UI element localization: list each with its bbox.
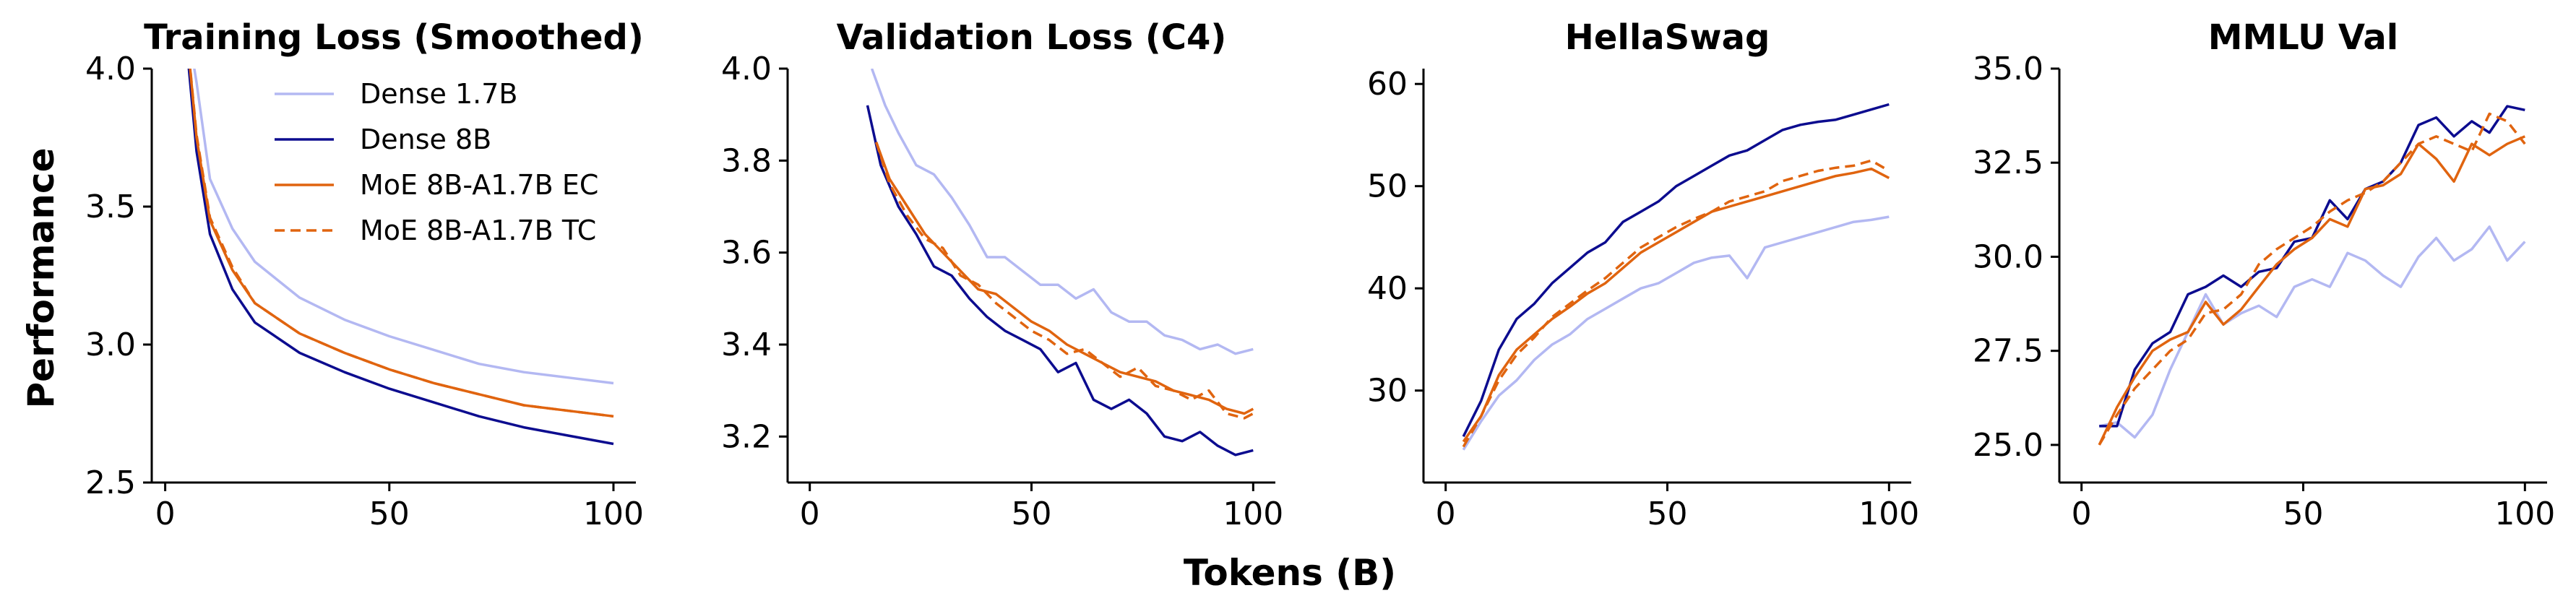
y-tick-label: 30.0 [1973, 238, 2043, 275]
series-line-dense-8b [866, 105, 1254, 457]
panel-title: MMLU Val [2208, 17, 2398, 58]
series-line-dense-1-7b [2098, 225, 2526, 439]
x-tick-label: 100 [583, 496, 644, 532]
panel-title: HellaSwag [1565, 17, 1770, 58]
x-tick-label: 50 [369, 496, 410, 532]
x-axis-label: Tokens (B) [1184, 552, 1396, 594]
series-line-moe-8b-a1-7b-tc [1462, 159, 1890, 448]
y-tick-label: 2.5 [85, 464, 136, 501]
y-tick-label: 50 [1367, 168, 1408, 205]
legend: Dense 1.7B Dense 8B MoE 8B-A1.7B EC MoE 8B-… [275, 78, 598, 246]
x-tick-label: 50 [1012, 496, 1052, 532]
y-tick-label: 4.0 [721, 51, 772, 87]
y-tick-label: 27.5 [1973, 333, 2043, 370]
legend-label: MoE 8B-A1.7B TC [360, 215, 596, 246]
y-tick-label: 35.0 [1973, 51, 2043, 87]
panel-title: Validation Loss (C4) [837, 17, 1227, 58]
series-line-moe-8b-a1-7b-ec [875, 142, 1254, 415]
panel-title: Training Loss (Smoothed) [144, 17, 644, 58]
y-tick-label: 4.0 [85, 51, 136, 87]
panel-1: Training Loss (Smoothed) 0 50 100 2.5 3.0 3.5 4… [85, 17, 644, 532]
series-line-moe-8b-a1-7b-ec [1462, 167, 1890, 443]
x-tick-label: 50 [2283, 496, 2324, 532]
series-line-moe-8b-a1-7b-ec [2098, 135, 2525, 446]
series-line-dense-1-7b [193, 69, 614, 385]
y-tick-label: 3.2 [721, 418, 772, 455]
series-line-dense-8b [2099, 105, 2525, 428]
x-tick-label: 100 [1858, 496, 1919, 532]
panel-3: HellaSwag 0 50 100 30 40 50 60 [1367, 17, 1919, 532]
y-tick-label: 60 [1367, 66, 1408, 103]
series-line-dense-1-7b [870, 69, 1254, 355]
series-line-dense-8b [1462, 103, 1890, 438]
panel-2: Validation Loss (C4) 0 50 100 3.2 3.4 3.6 3.8 4.… [721, 17, 1283, 532]
series-line-dense-8b [187, 69, 614, 446]
legend-label: Dense 1.7B [360, 78, 517, 110]
panels: Training Loss (Smoothed) 0 50 100 2.5 3.0 3.5 4… [85, 17, 2555, 532]
y-axis-label: Performance [20, 148, 62, 409]
x-tick-label: 0 [2072, 496, 2092, 532]
x-tick-label: 0 [1436, 496, 1456, 532]
x-tick-label: 50 [1647, 496, 1688, 532]
series-line-dense-1-7b [1462, 215, 1890, 451]
series-line-moe-8b-a1-7b-tc [189, 69, 614, 418]
y-tick-label: 3.6 [721, 235, 772, 272]
x-tick-label: 100 [2494, 496, 2555, 532]
y-tick-label: 25.0 [1973, 427, 2043, 464]
x-tick-label: 0 [155, 496, 176, 532]
series-line-moe-8b-a1-7b-tc [875, 142, 1254, 420]
legend-label: Dense 8B [360, 124, 491, 155]
x-tick-label: 0 [800, 496, 820, 532]
y-tick-label: 30 [1367, 373, 1408, 410]
series-line-moe-8b-a1-7b-tc [2098, 112, 2526, 446]
y-tick-label: 3.4 [721, 327, 772, 363]
y-tick-label: 3.0 [85, 327, 136, 363]
y-tick-label: 3.8 [721, 142, 772, 179]
legend-label: MoE 8B-A1.7B EC [360, 169, 598, 201]
y-tick-label: 3.5 [85, 189, 136, 225]
y-tick-label: 40 [1367, 270, 1408, 307]
y-tick-label: 32.5 [1973, 144, 2043, 181]
x-tick-label: 100 [1223, 496, 1283, 532]
panel-4: MMLU Val 0 50 100 25.0 27.5 30.0 32.5 35.0 [1973, 17, 2555, 532]
